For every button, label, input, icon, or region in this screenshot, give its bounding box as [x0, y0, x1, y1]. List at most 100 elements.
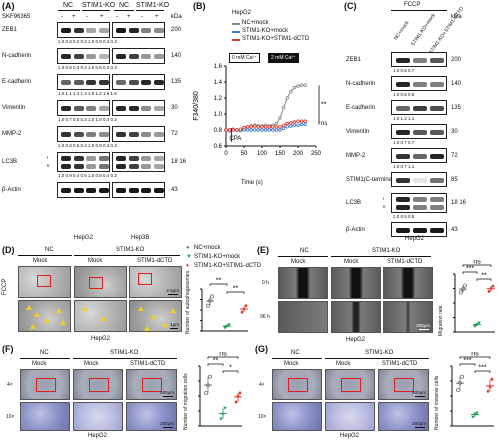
blot-band [116, 80, 126, 85]
blot-band [153, 164, 164, 169]
blot-band [73, 188, 84, 193]
blot-quant: 1.0 0.7 0.5 0.3 1.0 1.0 0.4 0.3 [58, 117, 117, 122]
series-point [253, 128, 257, 132]
series-point [278, 125, 282, 129]
panel-f-hdrline [20, 358, 70, 359]
panel-a-label: (A) [2, 1, 15, 11]
sig-label: ** [216, 278, 222, 285]
panel-c-col-1: STIM1-KO+mock [410, 12, 437, 48]
series-point [242, 125, 246, 130]
data-point [207, 298, 212, 303]
data-point [477, 321, 481, 325]
blot-band [141, 28, 151, 33]
blot-band [413, 57, 427, 63]
sig-label: ns [219, 352, 227, 358]
blot-kda: 72 [451, 152, 458, 159]
data-point [209, 294, 214, 299]
series-point [289, 121, 293, 125]
panel-e-group-nc: NC [300, 248, 309, 254]
panel-c-cell: HepG2 [405, 236, 425, 242]
x-tick-label: 250 [311, 151, 322, 157]
transwell-nc-10x [20, 402, 70, 431]
sig-bracket [222, 370, 239, 373]
sig-label: ** [481, 273, 487, 280]
panel-g-dotplot: ns****** [450, 352, 494, 427]
blot-quant: 1.0 1.2 1.1 [393, 116, 415, 121]
panel-a-cell-hep3b: Hep3B [131, 235, 150, 241]
data-point [203, 391, 208, 396]
western-blot [57, 152, 110, 172]
autophagosome-arrow [138, 306, 144, 311]
blot-kda: 140 [451, 80, 462, 87]
blot-band [413, 227, 427, 233]
series-point [296, 123, 300, 127]
blot-band [128, 106, 139, 111]
blot-band [61, 106, 71, 111]
data-point [207, 374, 212, 379]
cpa-label: CPA [229, 136, 241, 142]
blot-quant: 1.0 0.5 0.7 [393, 68, 415, 73]
em-scale-label-bottom: 1μm [170, 322, 179, 327]
panel-e-row-0: 0 h [262, 280, 269, 286]
panel-a-hdrline [58, 10, 80, 11]
blot-band [61, 28, 71, 33]
series-point [263, 125, 268, 129]
em-image-nc-top [18, 266, 71, 298]
em-scalebar [170, 327, 178, 329]
zoom-box [341, 378, 361, 392]
em-image-nc-bottom [18, 300, 71, 332]
invasion-dctd-4x: 500μm [378, 369, 429, 400]
sig-bracket [226, 291, 245, 294]
panel-g-sub-1: Mock [336, 361, 351, 367]
zoom-box [142, 378, 162, 392]
panel-d-sub-0: Mock [33, 258, 48, 264]
data-point [458, 290, 463, 295]
sig-bracket [209, 283, 228, 286]
blot-band [98, 164, 109, 169]
panel-d-sub-2: STIM1-dCTD [137, 258, 173, 264]
x-tick-label: 200 [293, 151, 304, 157]
series-point [285, 96, 289, 100]
western-blot [391, 100, 447, 115]
blot-band [86, 156, 96, 161]
panel-g-sub-2: STIM1-dCTD [382, 361, 418, 367]
western-blot [391, 222, 447, 237]
blot-band [61, 156, 71, 161]
data-point [219, 417, 223, 421]
blot-quant: 1.0 0.9 0.4 0.6 1.0 0.8 0.4 0.3 [58, 173, 117, 178]
blot-band [61, 54, 71, 59]
data-point [242, 307, 246, 312]
invasion-scalebar [415, 395, 425, 397]
blot-band [73, 156, 84, 161]
data-point [205, 383, 210, 388]
invasion-scalebar [415, 426, 425, 428]
series-point [249, 125, 253, 129]
panel-g-row-0: 4× [259, 382, 265, 388]
blot-band [98, 28, 109, 33]
blot-roman: II [383, 204, 386, 209]
blot-band [116, 106, 126, 111]
panel-f-hdrline [73, 358, 177, 359]
blot-label: E-cadherin [2, 79, 32, 85]
data-point [234, 400, 238, 404]
blot-label: MMP-2 [346, 152, 366, 159]
panel-e-dotplot: ns***** [453, 260, 495, 333]
panel-f-row-1: 10× [6, 414, 15, 420]
blot-band [128, 28, 139, 33]
wound-nc-96h [278, 301, 328, 333]
blot-band [413, 129, 427, 135]
blot-band [430, 153, 444, 159]
blot-kda: 85 [451, 176, 458, 183]
treatment-sign: - [116, 14, 118, 20]
wound-ko-0h [331, 267, 381, 299]
panel-g-hdrline [272, 358, 322, 359]
data-point [487, 289, 491, 294]
zoom-box [394, 378, 414, 392]
panel-a-col-ko: STIM1-KO [82, 2, 116, 9]
panel-d-side: FCCP [2, 278, 8, 295]
data-point [460, 287, 465, 292]
blot-band [98, 106, 109, 111]
panel-c-label: (C) [344, 1, 357, 11]
panel-g-label: (G) [255, 344, 268, 354]
panel-a-hdrline [136, 10, 164, 11]
